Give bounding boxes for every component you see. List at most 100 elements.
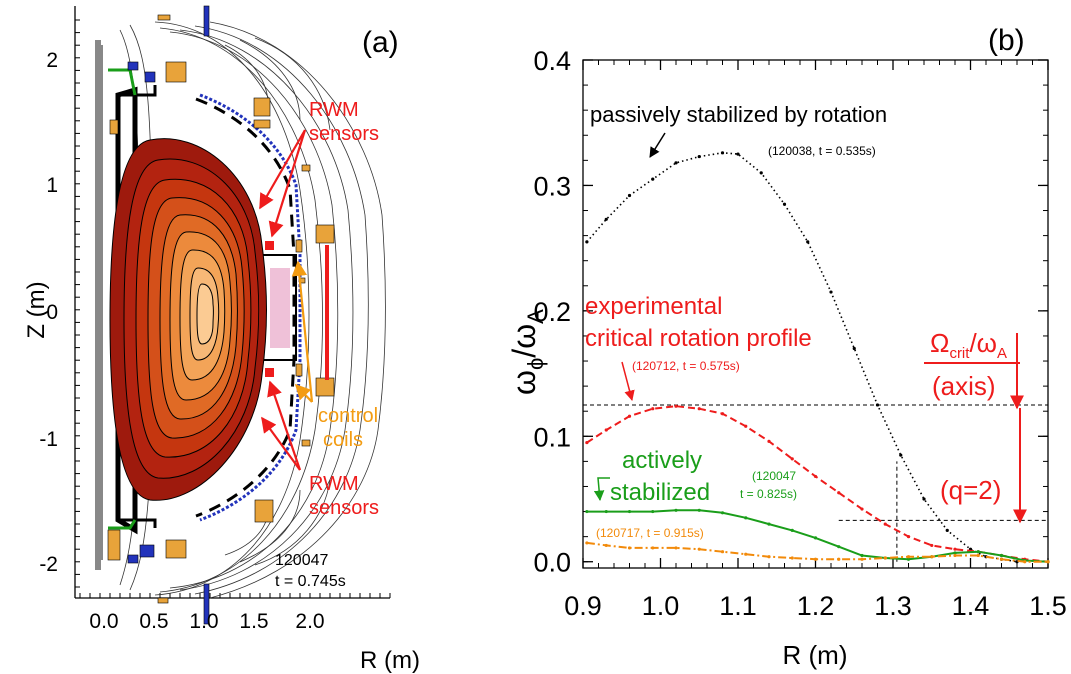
series-point-3 [860, 557, 864, 561]
series-point-2 [813, 536, 818, 540]
series-point-0 [604, 217, 608, 221]
passive-arrow [649, 132, 666, 158]
x-tick-label: 0.9 [564, 591, 602, 621]
series-point-1 [697, 407, 701, 411]
shot-number: 120047 [275, 552, 328, 569]
series-point-2 [585, 509, 589, 514]
series-point-2 [790, 528, 794, 532]
exp-label-line2: critical rotation profile [585, 325, 812, 352]
series-point-0 [674, 161, 678, 165]
series-point-3 [976, 553, 980, 558]
series-point-2 [720, 511, 725, 515]
y-tick-label: 0.0 [533, 548, 571, 578]
rwm-bottom-line2: sensors [309, 497, 379, 519]
panel-a-label: (a) [362, 26, 399, 59]
series-point-3 [585, 541, 589, 545]
series-point-1 [813, 474, 818, 479]
series-point-0 [806, 240, 810, 244]
control-coils-line2: coils [323, 429, 363, 451]
crit-q2-label: (q=2) [940, 475, 1001, 505]
series-point-0 [852, 346, 856, 351]
series-point-0 [585, 240, 589, 244]
x-tick-label: 1.0 [642, 591, 680, 621]
series-point-0 [736, 152, 740, 156]
panel-a-xlabel: R (m) [360, 647, 420, 674]
passive-label: passively stabilized by rotation [590, 102, 887, 127]
y-tick-label: 0.4 [533, 46, 571, 76]
series-point-1 [953, 547, 957, 551]
a-xtick-label: 1.5 [239, 610, 268, 633]
series-point-3 [674, 546, 678, 550]
orange-shot: (120717, t = 0.915s) [596, 526, 704, 540]
x-tick-label: 1.2 [797, 591, 835, 621]
series-lines [585, 151, 1050, 564]
series-point-2 [860, 553, 864, 558]
annotation-arrows-a [259, 129, 314, 471]
a-xtick-label: 2.0 [295, 610, 324, 633]
series-point-3 [720, 550, 725, 554]
series-point-2 [976, 550, 980, 554]
reference-lines [583, 404, 1048, 562]
series-point-0 [651, 177, 655, 181]
series-point-1 [674, 404, 678, 408]
series-point-2 [999, 553, 1004, 558]
series-point-0 [875, 403, 880, 407]
series-point-1 [767, 439, 771, 443]
series-point-1 [627, 414, 632, 418]
series-point-1 [860, 507, 864, 511]
active-shot-line1: (120047 [752, 469, 796, 483]
series-point-0 [945, 528, 949, 532]
series-point-2 [906, 557, 911, 561]
ylabel-phi: ϕ [523, 358, 548, 370]
active-arrow [593, 477, 610, 502]
panel-a-ylabel: Z (m) [23, 281, 50, 338]
series-point-3 [767, 555, 771, 559]
series-point-2 [744, 516, 748, 520]
series-point-3 [697, 547, 701, 551]
panel-b: 0.9 1.0 1.1 1.2 1.3 1.4 1.5 0.0 0.1 0.2 0.3 0.4 (b)… [506, 24, 1067, 670]
a-ytick-label: 0 [46, 301, 58, 324]
series-point-2 [837, 545, 841, 549]
series-point-2 [674, 508, 678, 512]
panel-b-ylabel: ωϕ/ωA [506, 309, 548, 395]
panel-b-label: (b) [988, 24, 1025, 57]
series-point-1 [720, 412, 725, 416]
series-point-3 [604, 543, 608, 548]
series-point-3 [837, 557, 841, 561]
series-point-2 [697, 508, 701, 512]
series-point-3 [930, 555, 934, 559]
y-tick-label: 0.1 [533, 422, 571, 452]
x-tick-label: 1.4 [952, 591, 990, 621]
series-point-0 [782, 202, 787, 206]
panel-b-xlabel: R (m) [783, 640, 848, 670]
active-label-line2: stabilized [610, 479, 710, 506]
rwm-top-line1: RWM [309, 99, 359, 121]
series-point-3 [1023, 560, 1027, 564]
series-point-1 [790, 457, 794, 461]
y-tick-label: 0.2 [533, 297, 571, 327]
series-point-3 [744, 552, 748, 556]
series-point-0 [899, 453, 903, 457]
series-point-3 [790, 556, 794, 560]
panel-b-tick-labels: 0.9 1.0 1.1 1.2 1.3 1.4 1.5 0.0 0.1 0.2 0.3 0.4 [533, 46, 1066, 621]
x-tick-label: 1.3 [874, 591, 912, 621]
ylabel-omega: ω [506, 370, 542, 395]
series-point-3 [651, 546, 655, 550]
a-xtick-label: 0.5 [139, 610, 168, 633]
panel-a-ticks [75, 19, 391, 598]
series-point-2 [953, 551, 957, 555]
exp-shot: (120712, t = 0.575s) [632, 359, 740, 373]
ylabel-omega-a: /ω [506, 324, 542, 358]
series-point-0 [720, 151, 725, 155]
series-point-1 [651, 407, 655, 411]
series-point-1 [883, 522, 887, 526]
crit-sub: crit [949, 345, 970, 362]
series-point-1 [604, 428, 608, 432]
panel-a: (a) RWM sensors control coils RWM sensor… [23, 5, 420, 674]
series-point-1 [837, 491, 841, 495]
crit-numerator: Ωcrit/ωA [930, 328, 1007, 362]
series-point-1 [744, 424, 748, 428]
a-ytick-label: -2 [39, 553, 58, 576]
series-point-3 [906, 555, 911, 559]
